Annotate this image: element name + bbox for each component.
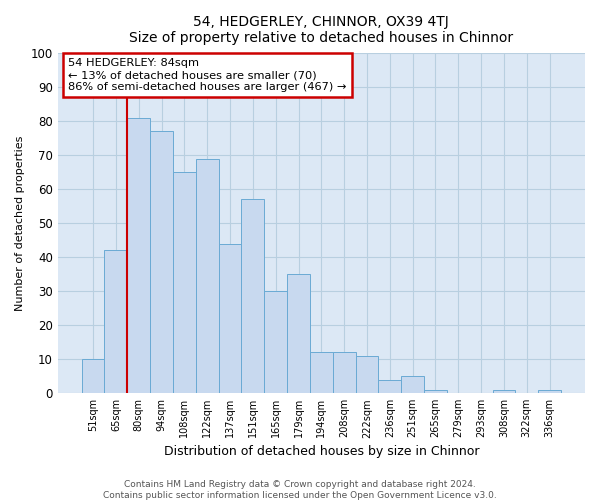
- Bar: [150, 132, 173, 393]
- Bar: [82, 359, 104, 393]
- X-axis label: Distribution of detached houses by size in Chinnor: Distribution of detached houses by size …: [164, 444, 479, 458]
- Bar: [104, 250, 127, 393]
- Y-axis label: Number of detached properties: Number of detached properties: [15, 136, 25, 311]
- Bar: [241, 200, 264, 393]
- Bar: [264, 291, 287, 393]
- Bar: [379, 380, 401, 393]
- Title: 54, HEDGERLEY, CHINNOR, OX39 4TJ
Size of property relative to detached houses in: 54, HEDGERLEY, CHINNOR, OX39 4TJ Size of…: [129, 15, 514, 45]
- Bar: [173, 172, 196, 393]
- Bar: [493, 390, 515, 393]
- Bar: [287, 274, 310, 393]
- Bar: [401, 376, 424, 393]
- Text: 54 HEDGERLEY: 84sqm
← 13% of detached houses are smaller (70)
86% of semi-detach: 54 HEDGERLEY: 84sqm ← 13% of detached ho…: [68, 58, 347, 92]
- Text: Contains HM Land Registry data © Crown copyright and database right 2024.
Contai: Contains HM Land Registry data © Crown c…: [103, 480, 497, 500]
- Bar: [424, 390, 447, 393]
- Bar: [196, 158, 218, 393]
- Bar: [538, 390, 561, 393]
- Bar: [333, 352, 356, 393]
- Bar: [218, 244, 241, 393]
- Bar: [127, 118, 150, 393]
- Bar: [356, 356, 379, 393]
- Bar: [310, 352, 333, 393]
